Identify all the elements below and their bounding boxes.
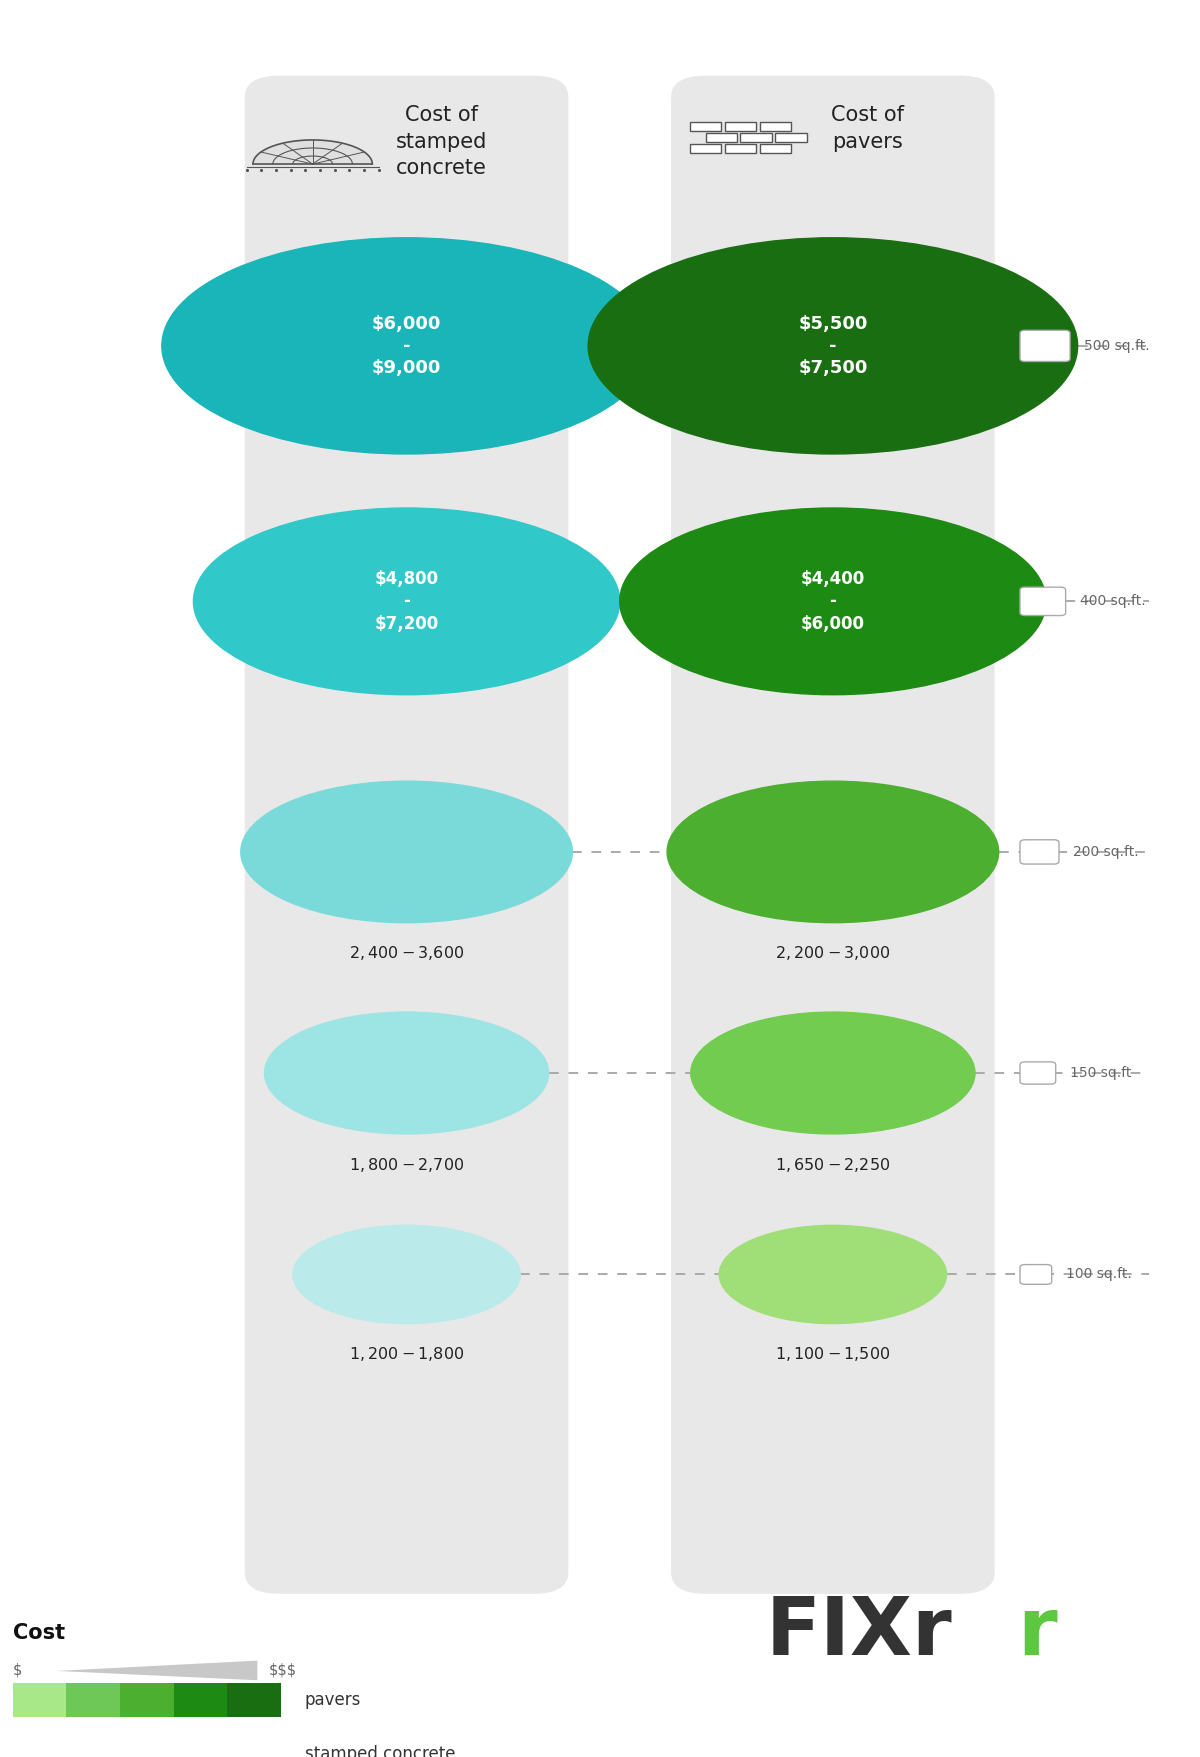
FancyBboxPatch shape	[671, 76, 995, 1594]
FancyBboxPatch shape	[1020, 1061, 1056, 1084]
Text: FIXr: FIXr	[766, 1594, 953, 1673]
Text: 150 sq.ft: 150 sq.ft	[1070, 1066, 1132, 1081]
Bar	[775, 134, 806, 142]
Bar	[725, 144, 756, 153]
Text: $1,200 - $1,800: $1,200 - $1,800	[349, 1346, 464, 1363]
Bar	[690, 121, 721, 130]
Ellipse shape	[667, 782, 998, 922]
Bar	[13, 1738, 66, 1757]
Text: 100 sq.ft.: 100 sq.ft.	[1066, 1267, 1132, 1281]
Polygon shape	[56, 1660, 257, 1680]
Text: Cost of
pavers: Cost of pavers	[832, 105, 904, 151]
Ellipse shape	[588, 237, 1078, 453]
Ellipse shape	[619, 508, 1046, 694]
Text: 200 sq.ft.: 200 sq.ft.	[1073, 845, 1139, 859]
Text: Cost of
stamped
concrete: Cost of stamped concrete	[396, 105, 487, 177]
FancyBboxPatch shape	[1020, 840, 1060, 864]
Bar	[66, 1683, 120, 1717]
Text: Cost: Cost	[13, 1623, 65, 1643]
Text: $2,200 - $3,000: $2,200 - $3,000	[775, 944, 890, 963]
Bar	[120, 1738, 174, 1757]
Bar	[725, 121, 756, 130]
Ellipse shape	[719, 1225, 947, 1323]
Text: 400 sq.ft.: 400 sq.ft.	[1080, 594, 1146, 608]
Text: $1,800 - $2,700: $1,800 - $2,700	[349, 1156, 464, 1174]
Bar	[174, 1683, 227, 1717]
Text: $5,500
-
$7,500: $5,500 - $7,500	[798, 315, 868, 378]
Bar	[227, 1683, 281, 1717]
Text: $$$: $$$	[269, 1662, 296, 1678]
Text: $4,400
-
$6,000: $4,400 - $6,000	[800, 571, 865, 633]
Bar	[120, 1683, 174, 1717]
Ellipse shape	[162, 237, 652, 453]
Bar	[760, 144, 791, 153]
Ellipse shape	[264, 1012, 548, 1133]
Text: r: r	[1016, 1594, 1056, 1673]
FancyBboxPatch shape	[245, 76, 569, 1594]
Text: $1,100 - $1,500: $1,100 - $1,500	[775, 1346, 890, 1363]
Bar	[174, 1738, 227, 1757]
Bar	[66, 1738, 120, 1757]
Bar	[1014, 1594, 1140, 1678]
Bar	[690, 144, 721, 153]
FancyBboxPatch shape	[1020, 330, 1070, 362]
Bar	[227, 1738, 281, 1757]
Bar	[740, 134, 772, 142]
Text: r: r	[1018, 1594, 1057, 1673]
Text: $2,400 - $3,600: $2,400 - $3,600	[349, 944, 464, 963]
Text: $6,000
-
$9,000: $6,000 - $9,000	[372, 315, 442, 378]
Text: $4,800
-
$7,200: $4,800 - $7,200	[374, 571, 439, 633]
Ellipse shape	[241, 782, 572, 922]
Bar	[13, 1683, 66, 1717]
Ellipse shape	[193, 508, 619, 694]
Bar	[760, 121, 791, 130]
Text: stamped concrete: stamped concrete	[305, 1745, 455, 1757]
Ellipse shape	[293, 1225, 521, 1323]
Text: pavers: pavers	[305, 1690, 361, 1710]
Text: $: $	[13, 1662, 22, 1678]
Ellipse shape	[691, 1012, 974, 1133]
FancyBboxPatch shape	[1020, 587, 1066, 615]
Text: 500 sq.ft.: 500 sq.ft.	[1085, 339, 1150, 353]
Bar	[706, 134, 737, 142]
Text: $1,650 - $2,250: $1,650 - $2,250	[775, 1156, 890, 1174]
FancyBboxPatch shape	[1020, 1265, 1051, 1284]
